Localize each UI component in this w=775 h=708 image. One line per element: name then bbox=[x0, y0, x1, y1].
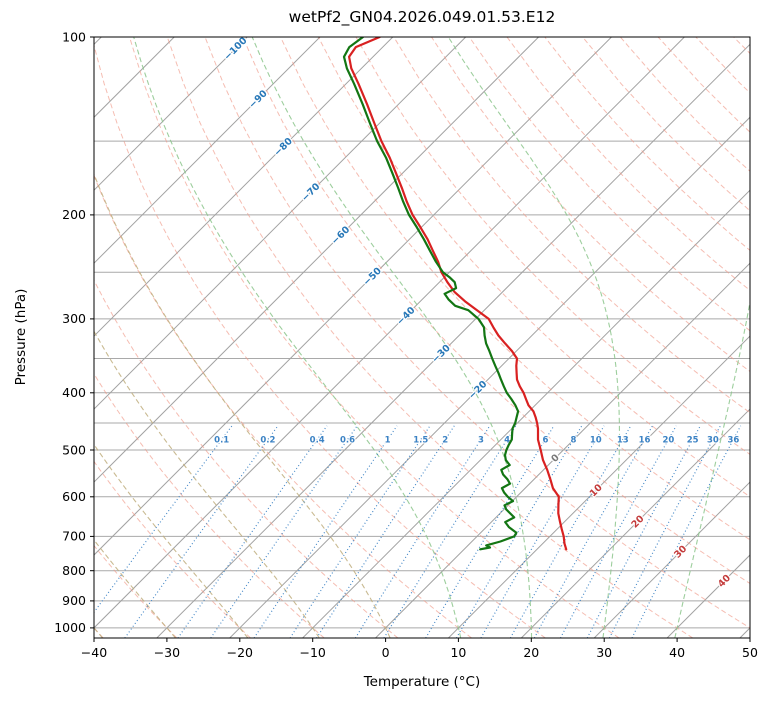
svg-text:800: 800 bbox=[62, 563, 86, 578]
svg-text:−20: −20 bbox=[227, 645, 253, 660]
svg-text:30: 30 bbox=[707, 435, 719, 445]
y-axis-title: Pressure (hPa) bbox=[13, 288, 29, 386]
svg-text:30: 30 bbox=[596, 645, 612, 660]
svg-text:−80: −80 bbox=[272, 136, 295, 159]
svg-text:0.2: 0.2 bbox=[260, 435, 275, 445]
svg-text:13: 13 bbox=[617, 435, 629, 445]
svg-text:10: 10 bbox=[450, 645, 466, 660]
svg-text:100: 100 bbox=[62, 29, 86, 44]
svg-text:−50: −50 bbox=[361, 265, 384, 288]
svg-text:16: 16 bbox=[639, 435, 651, 445]
svg-text:25: 25 bbox=[687, 435, 699, 445]
svg-text:−30: −30 bbox=[154, 645, 180, 660]
svg-text:500: 500 bbox=[62, 442, 86, 457]
svg-text:400: 400 bbox=[62, 385, 86, 400]
x-axis-title: Temperature (°C) bbox=[363, 674, 481, 690]
svg-text:50: 50 bbox=[742, 645, 758, 660]
svg-text:6: 6 bbox=[542, 435, 548, 445]
svg-text:8: 8 bbox=[571, 435, 577, 445]
svg-text:0: 0 bbox=[382, 645, 390, 660]
svg-text:0.6: 0.6 bbox=[340, 435, 355, 445]
svg-text:−10: −10 bbox=[300, 645, 326, 660]
svg-text:0.4: 0.4 bbox=[310, 435, 325, 445]
svg-text:0.1: 0.1 bbox=[214, 435, 229, 445]
svg-text:900: 900 bbox=[62, 593, 86, 608]
svg-text:20: 20 bbox=[523, 645, 539, 660]
svg-text:40: 40 bbox=[669, 645, 685, 660]
svg-text:20: 20 bbox=[662, 435, 674, 445]
svg-text:30: 30 bbox=[672, 543, 689, 560]
svg-text:1000: 1000 bbox=[54, 620, 86, 635]
svg-text:4: 4 bbox=[504, 435, 510, 445]
svg-text:−60: −60 bbox=[330, 224, 353, 247]
svg-text:−90: −90 bbox=[247, 88, 270, 111]
svg-text:10: 10 bbox=[590, 435, 602, 445]
svg-text:−100: −100 bbox=[222, 35, 250, 63]
svg-text:0: 0 bbox=[549, 452, 562, 465]
svg-text:−40: −40 bbox=[81, 645, 107, 660]
svg-text:600: 600 bbox=[62, 489, 86, 504]
svg-text:20: 20 bbox=[629, 513, 646, 530]
chart-title: wetPf2_GN04.2026.049.01.53.E12 bbox=[288, 8, 556, 26]
svg-text:2: 2 bbox=[442, 435, 448, 445]
svg-text:700: 700 bbox=[62, 529, 86, 544]
svg-text:1: 1 bbox=[385, 435, 391, 445]
svg-text:3: 3 bbox=[478, 435, 484, 445]
svg-text:300: 300 bbox=[62, 311, 86, 326]
svg-text:−40: −40 bbox=[395, 305, 418, 328]
svg-text:36: 36 bbox=[727, 435, 739, 445]
svg-text:40: 40 bbox=[716, 572, 733, 589]
svg-text:1.5: 1.5 bbox=[413, 435, 428, 445]
svg-text:200: 200 bbox=[62, 207, 86, 222]
